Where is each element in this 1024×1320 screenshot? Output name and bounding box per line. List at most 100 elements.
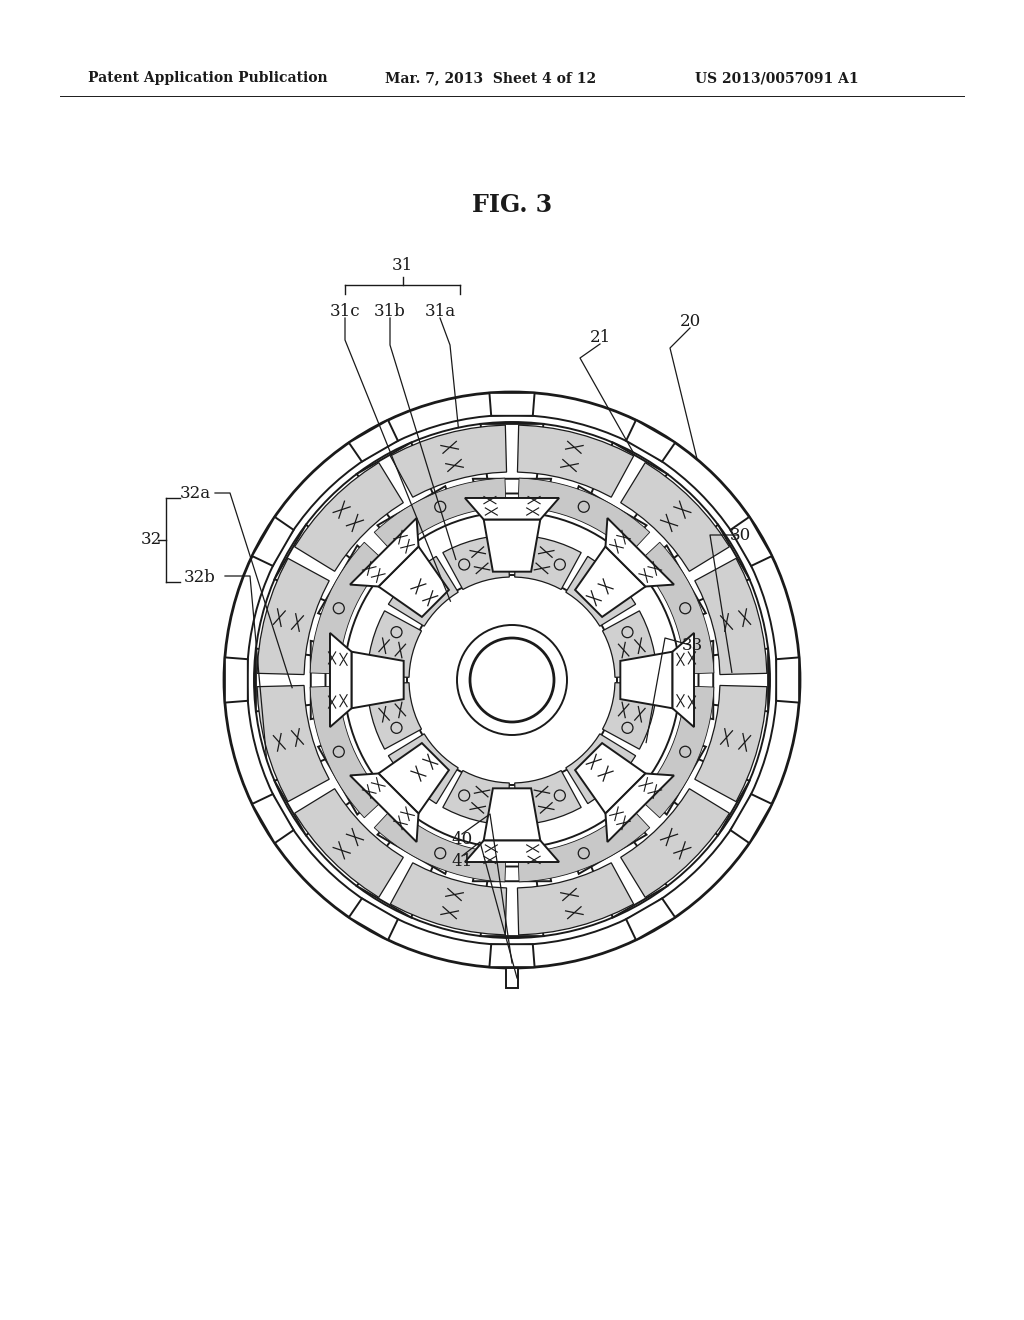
Polygon shape — [318, 742, 369, 814]
Polygon shape — [483, 535, 541, 548]
Polygon shape — [465, 498, 559, 520]
Text: 31a: 31a — [424, 304, 456, 321]
Polygon shape — [415, 540, 464, 574]
Polygon shape — [349, 899, 398, 940]
Polygon shape — [330, 632, 351, 727]
Polygon shape — [592, 601, 635, 642]
Text: Mar. 7, 2013  Sheet 4 of 12: Mar. 7, 2013 Sheet 4 of 12 — [385, 71, 596, 84]
Polygon shape — [379, 743, 449, 813]
Text: 32a: 32a — [179, 484, 211, 502]
Text: 20: 20 — [679, 314, 700, 330]
Polygon shape — [489, 393, 535, 416]
Polygon shape — [517, 863, 634, 935]
Polygon shape — [695, 558, 767, 675]
Polygon shape — [626, 420, 675, 462]
Polygon shape — [655, 545, 706, 618]
Polygon shape — [388, 734, 458, 804]
Polygon shape — [605, 774, 674, 842]
Polygon shape — [618, 583, 652, 632]
Polygon shape — [573, 486, 646, 537]
Polygon shape — [389, 601, 432, 642]
Polygon shape — [618, 729, 652, 777]
Polygon shape — [695, 685, 767, 801]
Polygon shape — [356, 832, 438, 917]
Polygon shape — [515, 531, 614, 607]
Polygon shape — [698, 642, 714, 719]
Polygon shape — [390, 863, 507, 935]
Polygon shape — [518, 478, 650, 553]
Text: 33: 33 — [681, 636, 702, 653]
Polygon shape — [551, 760, 592, 803]
Polygon shape — [586, 442, 668, 528]
Polygon shape — [573, 824, 646, 874]
Polygon shape — [483, 520, 541, 572]
Polygon shape — [473, 866, 551, 882]
Polygon shape — [560, 787, 609, 820]
Polygon shape — [515, 535, 582, 590]
Circle shape — [344, 512, 680, 847]
Polygon shape — [776, 657, 799, 702]
Circle shape — [457, 624, 567, 735]
Polygon shape — [367, 652, 380, 709]
Polygon shape — [515, 771, 582, 825]
Polygon shape — [310, 543, 385, 675]
Bar — [506, 968, 518, 987]
Polygon shape — [318, 545, 369, 618]
Polygon shape — [566, 734, 636, 804]
Polygon shape — [310, 686, 385, 818]
Polygon shape — [602, 682, 657, 750]
Polygon shape — [586, 832, 668, 917]
Polygon shape — [442, 535, 509, 590]
Polygon shape — [252, 517, 294, 566]
Polygon shape — [350, 517, 419, 586]
Polygon shape — [602, 611, 657, 677]
Polygon shape — [465, 841, 559, 862]
Polygon shape — [655, 742, 706, 814]
Polygon shape — [367, 611, 422, 677]
Text: US 2013/0057091 A1: US 2013/0057091 A1 — [695, 71, 859, 84]
Polygon shape — [349, 420, 398, 462]
Polygon shape — [379, 546, 449, 616]
Polygon shape — [626, 899, 675, 940]
Polygon shape — [700, 648, 768, 711]
Polygon shape — [442, 771, 509, 825]
Polygon shape — [473, 479, 551, 494]
Circle shape — [407, 576, 617, 785]
Polygon shape — [621, 462, 729, 572]
Text: FIG. 3: FIG. 3 — [472, 193, 552, 216]
Polygon shape — [611, 664, 644, 696]
Polygon shape — [517, 425, 634, 498]
Circle shape — [254, 422, 770, 939]
Polygon shape — [295, 788, 403, 898]
Polygon shape — [378, 486, 451, 537]
Polygon shape — [390, 425, 507, 498]
Text: Patent Application Publication: Patent Application Publication — [88, 71, 328, 84]
Polygon shape — [664, 525, 750, 606]
Text: 30: 30 — [729, 527, 751, 544]
Polygon shape — [362, 684, 439, 783]
Polygon shape — [356, 442, 438, 528]
Polygon shape — [225, 657, 248, 702]
Text: 32: 32 — [140, 532, 162, 549]
Text: 40: 40 — [452, 832, 473, 849]
Polygon shape — [274, 754, 360, 836]
Polygon shape — [575, 546, 645, 616]
Text: 32b: 32b — [184, 569, 216, 586]
Polygon shape — [496, 779, 528, 812]
Polygon shape — [560, 540, 609, 574]
Text: 31b: 31b — [374, 304, 406, 321]
Polygon shape — [374, 478, 506, 553]
Polygon shape — [480, 424, 544, 491]
Polygon shape — [257, 558, 329, 675]
Polygon shape — [592, 719, 635, 760]
Polygon shape — [351, 652, 403, 709]
Polygon shape — [374, 807, 506, 882]
Polygon shape — [432, 760, 473, 803]
Circle shape — [247, 414, 777, 945]
Polygon shape — [605, 517, 674, 586]
Polygon shape — [483, 812, 541, 825]
Polygon shape — [372, 583, 406, 632]
Polygon shape — [518, 807, 650, 882]
Circle shape — [470, 638, 554, 722]
Polygon shape — [252, 795, 294, 843]
